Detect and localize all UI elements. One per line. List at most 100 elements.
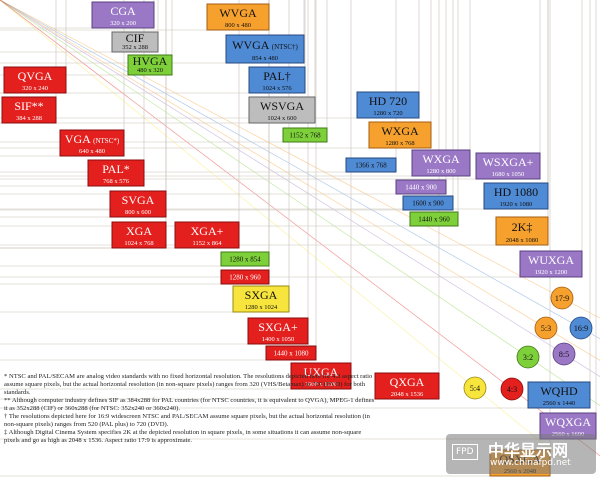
box-name: WQHD [540, 384, 578, 398]
resolution-box [527, 381, 591, 409]
box-title: HVGA [133, 54, 168, 68]
box-resolution: 800 x 600 [125, 209, 151, 216]
ratio-line [0, 0, 600, 378]
resolution-box [248, 66, 306, 94]
resolution-box [220, 269, 270, 285]
box-title: WUXGA [528, 253, 574, 267]
box-resolution: 1600 x 900 [412, 200, 444, 208]
box-title: UXGA [304, 365, 339, 379]
resolution-box [206, 3, 270, 31]
ratio-label: 4:3 [507, 385, 517, 394]
footnotes: * NTSC and PAL/SECAM are analog video st… [4, 373, 376, 445]
box-title: WVGA [219, 6, 257, 20]
box-title: QVGA [18, 69, 53, 83]
box-name: WXGA [381, 124, 419, 138]
resolution-box [411, 149, 471, 177]
resolution-box [395, 179, 447, 195]
ratio-circle [463, 376, 487, 400]
box-resolution: 1024 x 600 [267, 115, 296, 122]
footnote: ** Although computer industry defines SI… [4, 397, 375, 412]
ratio-circle [550, 286, 574, 310]
ratio-circle [516, 345, 540, 369]
ratio-label: 5:3 [541, 324, 551, 333]
box-resolution: 1600 x 1200 [305, 381, 338, 388]
resolution-box [402, 195, 454, 211]
resolution-box [248, 96, 316, 124]
box-name: XGA [126, 224, 152, 238]
box-resolution: 1280 x 1024 [245, 304, 278, 311]
box-resolution: 640 x 480 [79, 148, 105, 155]
box-resolution: 2048 x 1536 [391, 391, 424, 398]
resolution-box [475, 152, 541, 180]
box-resolution: 1280 x 854 [229, 256, 261, 264]
ratio-circle [569, 316, 593, 340]
box-resolution: 320 x 200 [110, 20, 136, 27]
box-title: WXGA [422, 152, 460, 166]
footnote: ‡ Although Digital Cinema System specifi… [4, 429, 362, 444]
box-title: WQXGA [545, 415, 591, 429]
box-name: SIF** [14, 99, 43, 113]
ratio-circle [500, 377, 524, 401]
box-resolution: 800 x 480 [225, 22, 251, 29]
box-title: XGA [126, 224, 152, 238]
box-title: HD 1080 [494, 185, 538, 199]
box-title: WVGA (NTSC†) [232, 38, 298, 52]
box-name: PAL† [263, 69, 291, 83]
box-name: 2K‡ [512, 220, 533, 234]
box-resolution: 2560 x 1440 [543, 400, 576, 407]
box-resolution: 1280 x 720 [373, 110, 402, 117]
box-title: SXGA+ [258, 320, 298, 334]
box-resolution: 1680 x 1050 [492, 171, 525, 178]
resolution-box [409, 211, 459, 227]
box-title: SVGA [122, 193, 155, 207]
watermark-url: www.chinafpd.net [490, 458, 571, 468]
ratio-label: 5:4 [470, 384, 480, 393]
box-resolution: 1920 x 1080 [500, 201, 533, 208]
resolution-box [1, 96, 57, 124]
resolution-box [368, 121, 432, 149]
box-name: WUXGA [528, 253, 574, 267]
box-resolution: 1920 x 1200 [535, 269, 568, 276]
watermark-brand: 中华显示网 [488, 441, 569, 460]
watermark: FPD 中华显示网 www.chinafpd.net [446, 434, 596, 474]
box-resolution: 1280 x 800 [426, 168, 455, 175]
box-name: XGA+ [191, 224, 224, 238]
box-name: SXGA [245, 288, 278, 302]
box-resolution: 1024 x 576 [262, 85, 292, 92]
box-title: 2K‡ [512, 220, 533, 234]
resolution-box [59, 129, 125, 157]
ratio-circle [552, 342, 576, 366]
box-title: CIF [126, 31, 145, 45]
resolution-box [109, 190, 167, 218]
ratio-label: 3:2 [523, 353, 533, 362]
box-title: QXGA [390, 375, 425, 389]
resolution-box [374, 372, 440, 400]
resolution-box [225, 34, 305, 64]
resolution-box [111, 31, 159, 53]
box-title: WSXGA+ [483, 155, 534, 169]
footnote: * NTSC and PAL/SECAM are analog video st… [4, 373, 373, 396]
ratio-label: 16:9 [574, 324, 588, 333]
resolution-box [345, 157, 397, 173]
box-resolution: 1280 x 768 [385, 140, 414, 147]
box-name: QXGA [390, 375, 425, 389]
box-name: WVGA [232, 38, 270, 52]
box-resolution: 480 x 320 [137, 67, 163, 74]
box-title: WXGA [381, 124, 419, 138]
box-name: WXGA [422, 152, 460, 166]
resolution-box [232, 285, 290, 313]
ratio-circle [534, 316, 558, 340]
box-resolution: 1280 x 960 [229, 274, 261, 282]
box-title: VGA (NTSC*) [65, 132, 120, 146]
box-name: CGA [110, 4, 136, 18]
resolution-box [174, 221, 240, 249]
box-resolution: 352 x 288 [122, 44, 148, 51]
box-resolution: 1024 x 768 [124, 240, 153, 247]
box-name: WSXGA+ [483, 155, 534, 169]
box-name: QVGA [18, 69, 53, 83]
box-resolution: 854 x 480 [252, 55, 278, 62]
box-note: (NTSC*) [93, 137, 120, 145]
box-note: (NTSC†) [272, 43, 299, 51]
resolution-box [265, 345, 317, 361]
